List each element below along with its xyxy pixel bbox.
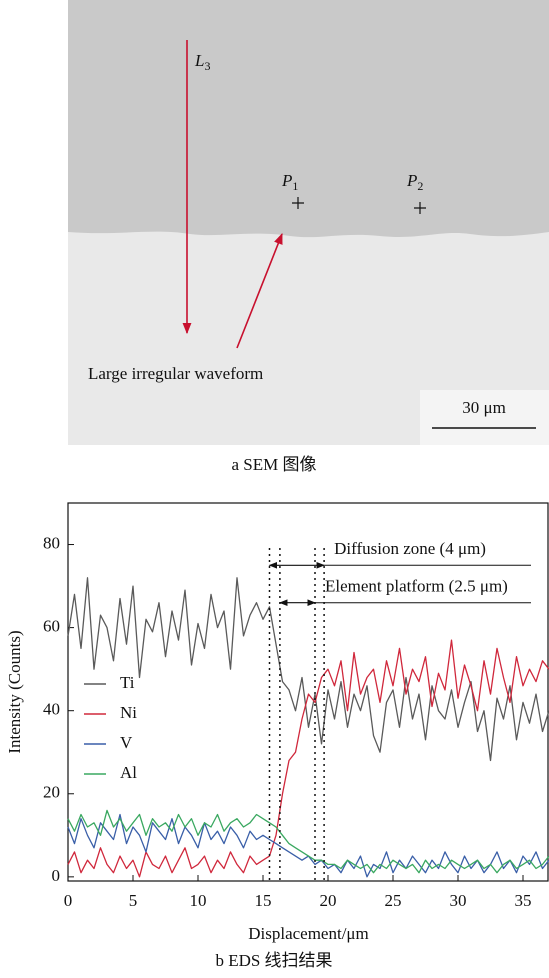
label-sub: 1 [292,179,298,193]
annotation: Large irregular waveform [88,364,263,383]
scale-bar-box [420,390,549,445]
series-line [67,813,549,878]
scale-label: 30 μm [462,398,506,417]
legend-label: Al [120,763,137,782]
x-tick-label: 0 [64,891,73,910]
y-axis-label: Intensity (Counts) [5,630,24,753]
y-tick-label: 20 [43,783,60,802]
label-text: P [406,171,417,190]
series-line [67,577,549,762]
y-tick-label: 40 [43,700,60,719]
legend-label: V [120,733,133,752]
line-label: L3 [194,51,210,73]
y-tick-label: 60 [43,617,60,636]
sem-coating [68,0,549,238]
legend-label: Ni [120,703,137,722]
x-tick-label: 25 [385,891,402,910]
x-tick-label: 5 [129,891,138,910]
caption: b EDS 线扫结果 [215,951,332,970]
x-tick-label: 10 [190,891,207,910]
x-tick-label: 20 [320,891,337,910]
x-tick-label: 35 [515,891,532,910]
series-line [67,809,549,874]
label-text: L [194,51,204,70]
x-axis-label: Displacement/μm [248,924,369,943]
x-tick-label: 30 [450,891,467,910]
point-label: P1 [281,171,298,193]
point-markers [292,197,426,214]
label-sub: 3 [204,59,210,73]
plot-frame [67,502,549,882]
caption: a SEM 图像 [232,455,317,474]
span-label: Diffusion zone (4 μm) [334,539,486,558]
y-tick-label: 80 [43,533,60,552]
series-line [67,639,549,878]
y-tick-label: 0 [52,866,61,885]
sem-image: L3 P1 P2 Large irregular waveform 30 μm [68,0,549,445]
legend-label: Ti [120,673,135,692]
x-tick-label: 15 [255,891,272,910]
label-sub: 2 [417,179,423,193]
span-label: Element platform (2.5 μm) [325,577,508,596]
point-label: P2 [406,171,423,193]
label-text: P [281,171,292,190]
chart: 0 5 10 15 20 25 30 35 0 20 40 60 80 Displacement/μm In… [5,502,549,943]
pointer-arrow [236,232,283,349]
